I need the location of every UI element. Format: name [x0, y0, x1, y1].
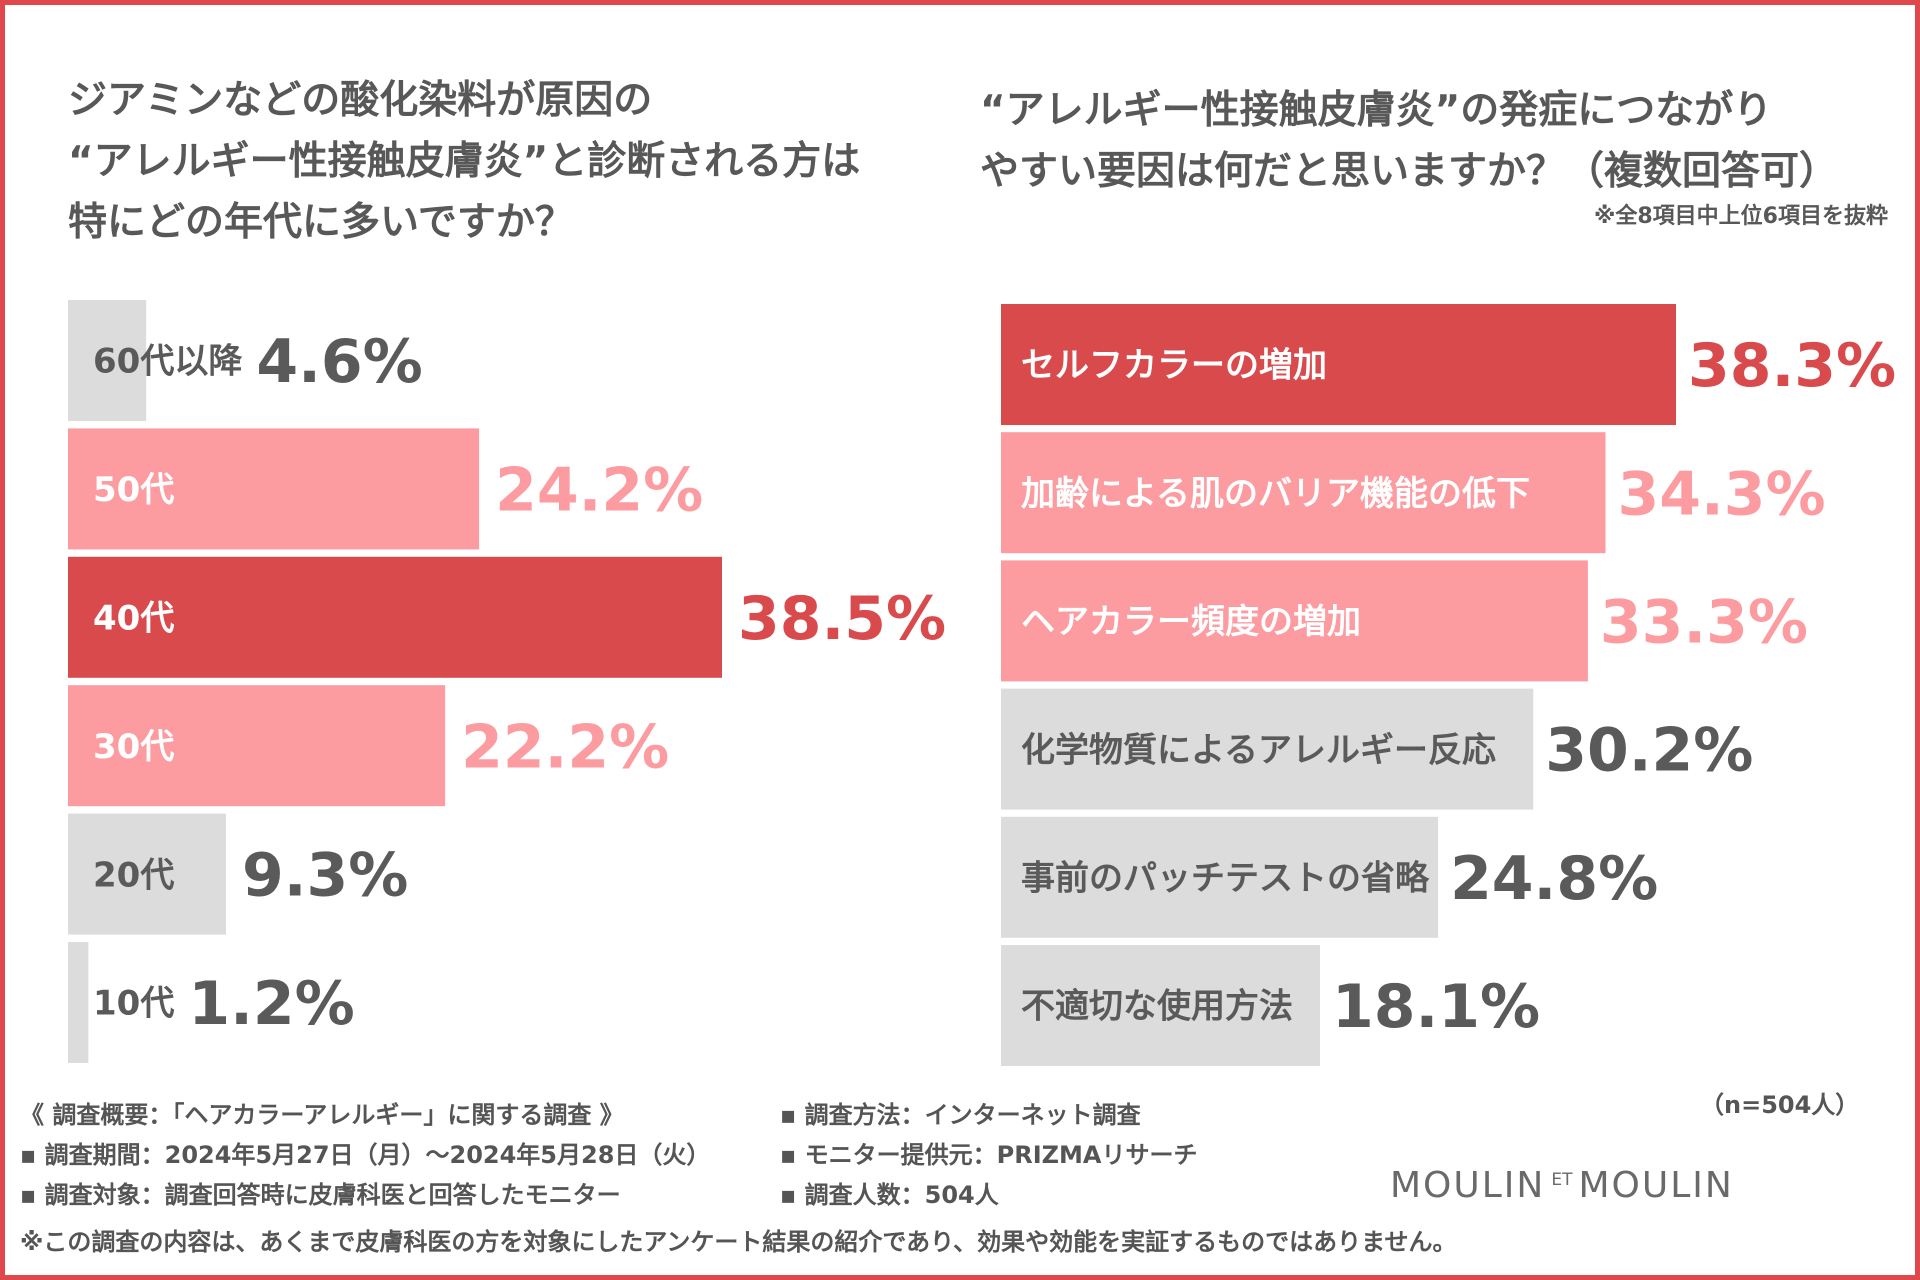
- cause-value-label-5: 18.1%: [1332, 972, 1540, 1042]
- monitor-provider: ▪ モニター提供元：PRIZMAリサーチ: [780, 1141, 1198, 1169]
- cause-category-label-5: 不適切な使用方法: [1021, 987, 1293, 1027]
- age-category-label-1: 50代: [93, 470, 174, 510]
- cause-value-label-2: 33.3%: [1600, 588, 1808, 658]
- cause-category-label-3: 化学物質によるアレルギー反応: [1021, 730, 1496, 770]
- age-value-label-3: 22.2%: [461, 712, 669, 782]
- age-category-label-4: 20代: [93, 855, 174, 895]
- survey-period: ▪ 調査期間：2024年5月27日（月）～2024年5月28日（火）: [20, 1141, 711, 1169]
- cause-value-label-3: 30.2%: [1545, 716, 1753, 786]
- cause-value-label-4: 24.8%: [1450, 844, 1658, 914]
- age-category-label-2: 40代: [93, 599, 174, 639]
- age-category-label-3: 30代: [93, 727, 174, 767]
- age-bar-3: [68, 685, 446, 807]
- cause-factor-bar-chart: セルフカラーの増加 38.3% 加齢による肌のバリア機能の低下 34.3% ヘアカラー頻…: [1001, 304, 1896, 1066]
- disclaimer: ※この調査の内容は、あくまで皮膚科医の方を対象にしたアンケート結果の紹介であり、…: [20, 1228, 1457, 1256]
- cause-category-label-2: ヘアカラー頻度の増加: [1021, 602, 1361, 642]
- age-group-bar-chart: 60代以降 4.6% 50代 24.2% 40代 38.5% 30代 22.2% 20代 9.3%…: [68, 300, 946, 1063]
- survey-count: ▪ 調査人数：504人: [780, 1181, 999, 1209]
- brand-logo-et: ET: [1551, 1170, 1573, 1190]
- cause-category-label-0: セルフカラーの増加: [1021, 346, 1327, 386]
- cause-value-label-1: 34.3%: [1618, 459, 1826, 529]
- cause-bar-1: [1001, 432, 1606, 554]
- age-bar-2: [68, 556, 722, 678]
- age-value-label-0: 4.6%: [256, 327, 422, 397]
- age-value-label-5: 1.2%: [188, 969, 354, 1039]
- right-chart-note: ※全8項目中上位6項目を抜粋: [1593, 204, 1888, 229]
- cause-bar-2: [1001, 560, 1588, 682]
- cause-bar-0: [1001, 304, 1676, 425]
- age-bar-1: [68, 428, 480, 550]
- survey-method: ▪ 調査方法：インターネット調査: [780, 1101, 1141, 1129]
- brand-logo-left: MOULIN: [1390, 1165, 1546, 1206]
- age-category-label-5: 10代: [93, 984, 174, 1024]
- cause-category-label-1: 加齢による肌のバリア機能の低下: [1021, 474, 1530, 514]
- age-bar-5: [68, 942, 89, 1063]
- right-title-line: “アレルギー性接触皮膚炎”の発症につながり: [980, 88, 1773, 133]
- age-value-label-4: 9.3%: [242, 841, 408, 911]
- cause-bar-3: [1001, 688, 1534, 810]
- sample-size: （n=504人）: [1700, 1091, 1860, 1119]
- cause-bar-4: [1001, 816, 1439, 938]
- age-bar-0: [68, 300, 147, 421]
- brand-logo-right: MOULIN: [1578, 1165, 1734, 1206]
- survey-overview-heading: 《 調査概要：「ヘアカラーアレルギー」に関する調査 》: [20, 1101, 624, 1129]
- left-title-line: “アレルギー性接触皮膚炎”と診断される方は: [68, 139, 861, 184]
- age-value-label-2: 38.5%: [738, 584, 946, 654]
- right-chart-title: “アレルギー性接触皮膚炎”の発症につながり やすい要因は何だと思いますか？（複数…: [980, 80, 1838, 202]
- age-value-label-1: 24.2%: [495, 456, 703, 526]
- cause-bar-5: [1001, 945, 1320, 1066]
- survey-overview-left: 《 調査概要：「ヘアカラーアレルギー」に関する調査 》 ▪ 調査期間：2024年…: [20, 1095, 710, 1215]
- survey-overview-right: ▪ 調査方法：インターネット調査 ▪ モニター提供元：PRIZMAリサーチ ▪ …: [780, 1095, 1197, 1215]
- left-title-line: 特にどの年代に多いですか？: [68, 200, 574, 245]
- left-chart-title: ジアミンなどの酸化染料が原因の “アレルギー性接触皮膚炎”と診断される方は 特に…: [68, 70, 860, 253]
- brand-logo: MOULIN ET MOULIN: [1390, 1165, 1734, 1206]
- cause-value-label-0: 38.3%: [1688, 331, 1896, 401]
- left-title-line: ジアミンなどの酸化染料が原因の: [68, 78, 653, 123]
- age-bar-4: [68, 813, 226, 935]
- cause-category-label-4: 事前のパッチテストの省略: [1021, 859, 1430, 899]
- right-title-line: やすい要因は何だと思いますか？（複数回答可）: [980, 149, 1839, 194]
- survey-target: ▪ 調査対象：調査回答時に皮膚科医と回答したモニター: [20, 1181, 621, 1209]
- age-category-label-0: 60代以降: [93, 342, 243, 382]
